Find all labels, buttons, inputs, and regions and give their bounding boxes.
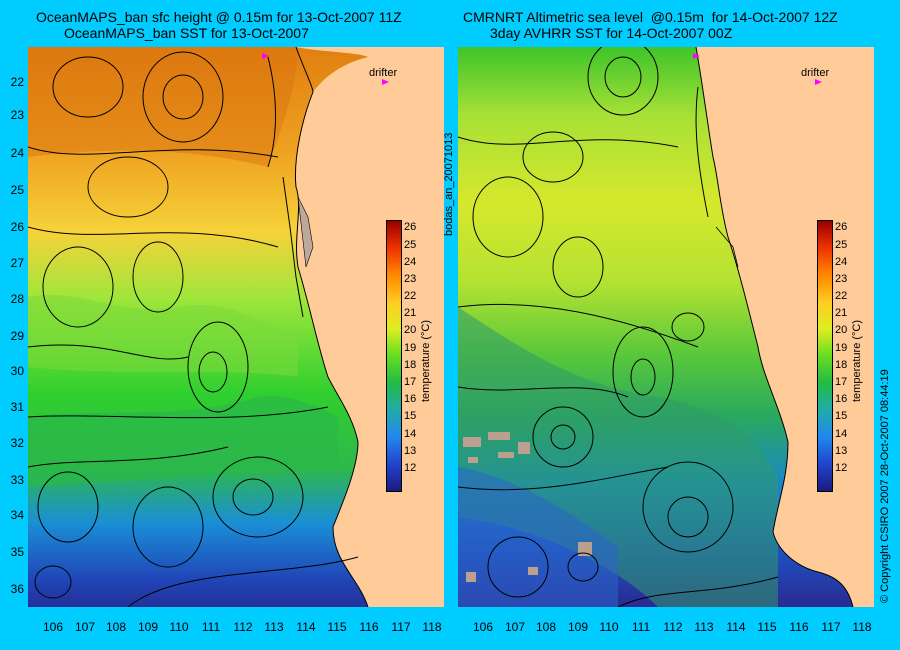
lon-label: 109 [567,620,589,634]
right-drifter-label: drifter [801,67,830,79]
lon-label: 115 [327,620,347,634]
colorbar-tick: 17 [404,376,417,388]
left-drifter-track-icon [262,53,269,59]
colorbar-tick: 16 [404,393,417,405]
colorbar-tick: 25 [404,239,417,251]
lon-label: 114 [726,620,746,634]
colorbar-tick: 13 [835,445,848,457]
colorbar-tick: 12 [404,462,417,474]
lon-label: 108 [105,620,127,634]
colorbar-tick: 23 [835,273,848,285]
lon-label: 107 [504,620,526,634]
colorbar-tick: 14 [835,428,848,440]
colorbar-tick: 25 [835,239,848,251]
lon-label: 107 [74,620,96,634]
lon-label: 110 [599,620,619,634]
copyright-text: © Copyright CSIRO 2007 28-Oct-2007 08:44… [879,369,891,603]
lat-label: 23 [10,108,24,122]
right-colorbar-title: temperature (°C) [851,319,863,402]
lon-label: 118 [852,620,872,634]
lat-label: 28 [10,292,24,306]
lat-label: 36 [10,582,24,596]
lat-label: 22 [10,75,24,89]
colorbar-tick: 17 [835,376,848,388]
lat-label: 30 [10,364,24,378]
lat-label: 24 [10,146,24,160]
right-drifter-track-icon [693,53,700,59]
colorbar-tick: 14 [404,428,417,440]
lon-label: 106 [472,620,494,634]
lon-label: 111 [631,620,651,634]
left-sst-map [28,47,444,607]
colorbar-tick: 26 [404,221,417,233]
lat-label: 25 [10,183,24,197]
lat-label: 31 [10,400,24,414]
lon-label: 108 [535,620,557,634]
left-map-panel [28,47,444,607]
right-sst-map [458,47,874,607]
colorbar-tick: 15 [835,410,848,422]
colorbar-tick: 24 [835,256,848,268]
colorbar-tick: 23 [404,273,417,285]
lon-label: 115 [757,620,777,634]
lon-label: 117 [391,620,411,634]
right-title-line2: 3day AVHRR SST for 14-Oct-2007 00Z [490,25,733,41]
colorbar-tick: 15 [404,410,417,422]
lat-label: 29 [10,329,24,343]
lat-label: 33 [10,473,24,487]
lon-label: 111 [201,620,221,634]
colorbar-tick: 22 [835,290,848,302]
lat-label: 32 [10,436,24,450]
lon-label: 113 [694,620,714,634]
colorbar-tick: 12 [835,462,848,474]
colorbar-tick: 22 [404,290,417,302]
left-colorbar-title: temperature (°C) [420,319,432,402]
lon-label: 106 [42,620,64,634]
colorbar-tick: 16 [835,393,848,405]
lat-label: 35 [10,545,24,559]
colorbar-tick: 13 [404,445,417,457]
right-drifter-marker-icon [815,79,822,85]
lon-label: 112 [233,620,253,634]
lat-label: 34 [10,508,24,522]
lon-label: 117 [821,620,841,634]
colorbar-tick: 24 [404,256,417,268]
right-colorbar-strip [817,220,833,492]
left-title-line1: OceanMAPS_ban sfc height @ 0.15m for 13-… [36,9,402,25]
colorbar-tick: 21 [835,307,848,319]
left-title-line2: OceanMAPS_ban SST for 13-Oct-2007 [64,25,309,41]
colorbar-tick: 26 [835,221,848,233]
lat-label: 26 [10,220,24,234]
lon-label: 113 [264,620,284,634]
lon-label: 118 [422,620,442,634]
colorbar-tick: 20 [404,324,417,336]
lon-label: 112 [663,620,683,634]
left-colorbar-strip [386,220,402,492]
colorbar-tick: 18 [835,359,848,371]
right-title-line1: CMRNRT Altimetric sea level @0.15m for 1… [463,9,838,25]
lon-label: 116 [789,620,809,634]
colorbar-tick: 20 [835,324,848,336]
analysis-tag: bodas_an_20071013 [443,132,455,236]
lat-label: 27 [10,256,24,270]
right-map-panel [458,47,874,607]
lon-label: 109 [137,620,159,634]
lon-label: 114 [296,620,316,634]
lon-label: 116 [359,620,379,634]
lon-label: 110 [169,620,189,634]
colorbar-tick: 18 [404,359,417,371]
left-drifter-label: drifter [369,67,398,79]
colorbar-tick: 19 [835,342,848,354]
left-drifter-marker-icon [382,79,389,85]
colorbar-tick: 21 [404,307,417,319]
colorbar-tick: 19 [404,342,417,354]
